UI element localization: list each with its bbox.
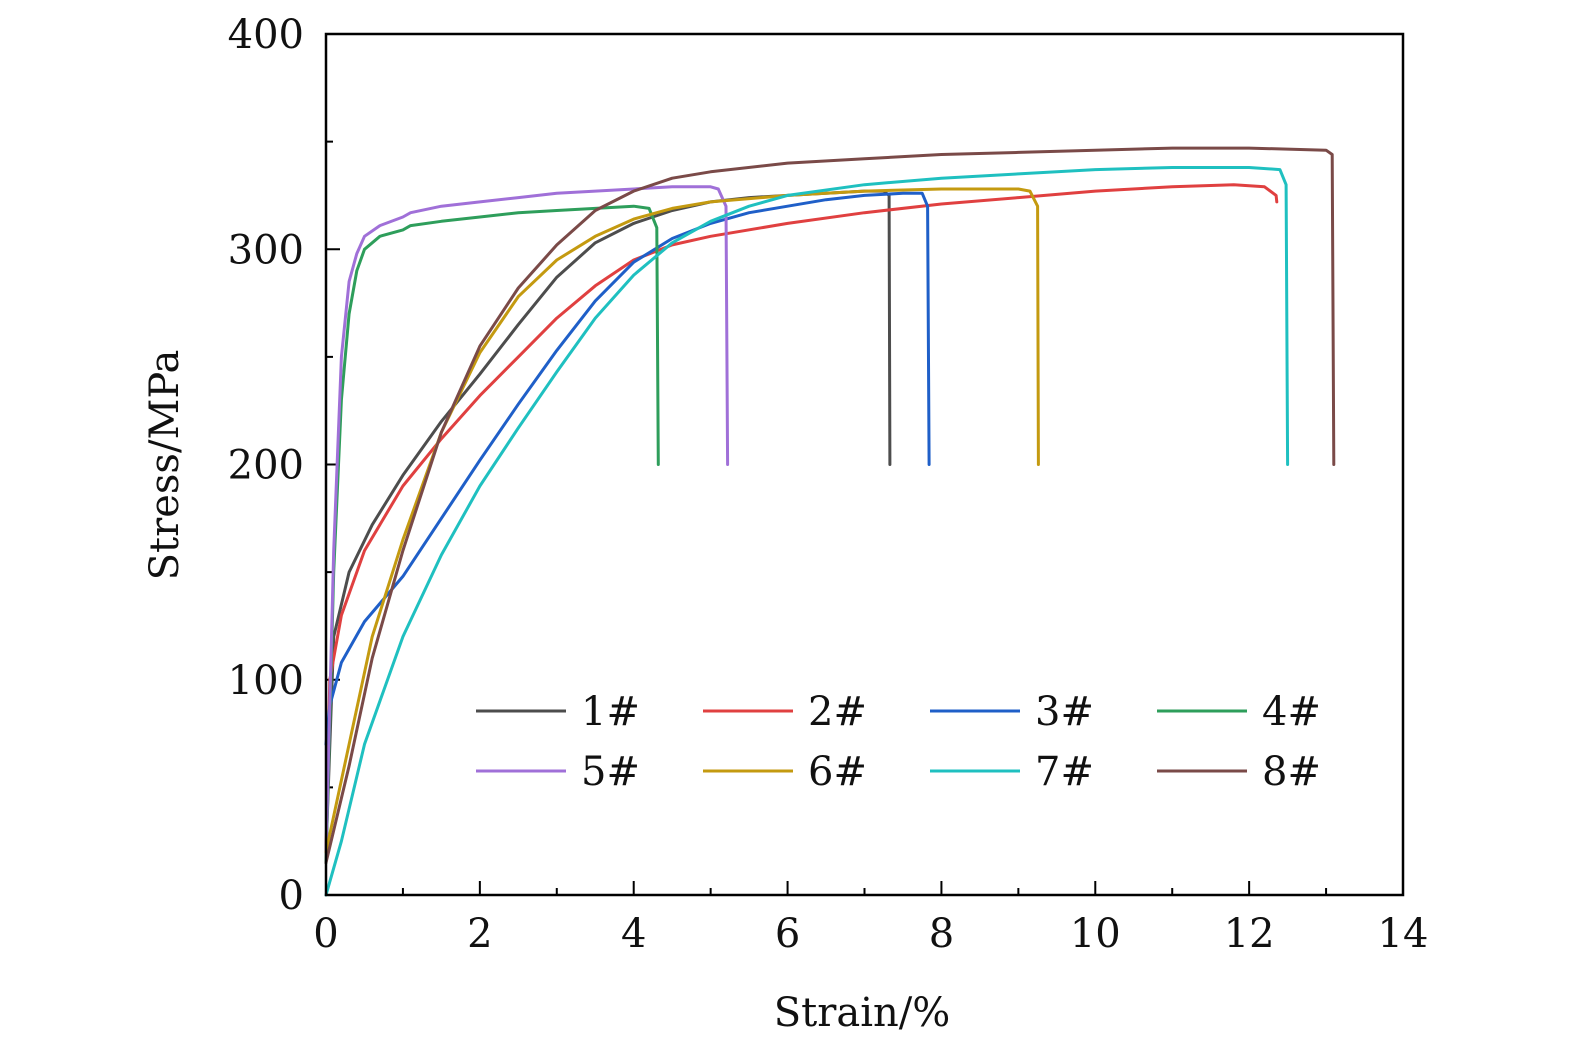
- legend-label-6: 6#: [808, 749, 867, 795]
- series-line-6: [324, 187, 1040, 854]
- plot-frame: [324, 32, 1405, 897]
- series-line-3: [324, 191, 931, 746]
- x-tick-label-12: 12: [1224, 911, 1275, 957]
- legend-label-8: 8#: [1262, 749, 1321, 795]
- x-tick-label-10: 10: [1070, 911, 1121, 957]
- series-line-4: [324, 204, 660, 865]
- legend-label-1: 1#: [581, 689, 640, 735]
- x-tick-label-8: 8: [929, 911, 954, 957]
- y-tick-label-0: 0: [279, 873, 304, 919]
- y-tick-label-300: 300: [228, 227, 304, 273]
- x-tick-label-4: 4: [621, 911, 646, 957]
- y-axis-title: Stress/MPa: [142, 350, 188, 581]
- y-tick-label-100: 100: [228, 658, 304, 704]
- x-axis-title: Strain/%: [774, 990, 950, 1036]
- y-tick-label-200: 200: [228, 443, 304, 489]
- legend-label-5: 5#: [581, 749, 640, 795]
- legend-label-7: 7#: [1035, 749, 1094, 795]
- series-line-8: [324, 146, 1336, 865]
- legend-label-2: 2#: [808, 689, 867, 735]
- x-tick-label-14: 14: [1378, 911, 1429, 957]
- x-tick-label-6: 6: [775, 911, 800, 957]
- series-line-2: [324, 183, 1279, 854]
- y-tick-label-400: 400: [228, 12, 304, 58]
- series-line-5: [324, 185, 730, 854]
- x-tick-label-2: 2: [467, 911, 492, 957]
- series-line-7: [324, 166, 1290, 897]
- legend-label-4: 4#: [1262, 689, 1321, 735]
- x-tick-label-0: 0: [313, 911, 338, 957]
- legend-label-3: 3#: [1035, 689, 1094, 735]
